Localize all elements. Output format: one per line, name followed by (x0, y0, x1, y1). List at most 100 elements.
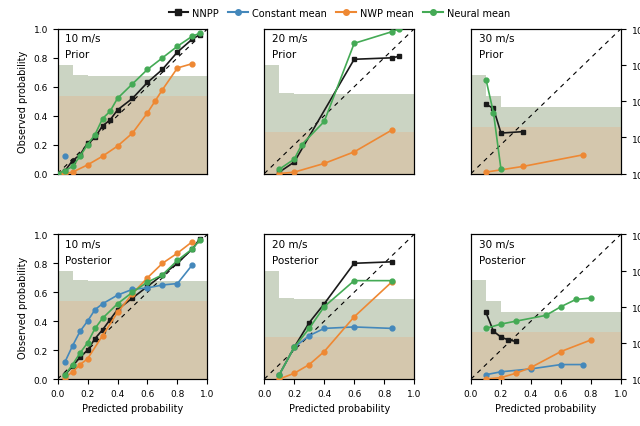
Bar (384, 338, 399, 426)
Bar (163, 97, 177, 426)
Text: Prior: Prior (479, 50, 503, 60)
Bar (58, 302, 72, 426)
Bar (516, 332, 531, 426)
Text: 10 m/s: 10 m/s (65, 34, 100, 44)
Bar (576, 107, 591, 426)
Bar (399, 300, 414, 426)
Bar (501, 107, 516, 426)
Bar (118, 302, 132, 426)
Bar (72, 280, 88, 426)
Text: 30 m/s: 30 m/s (479, 34, 514, 44)
Bar (132, 302, 147, 426)
Bar (576, 312, 591, 426)
Bar (177, 97, 193, 426)
Bar (591, 332, 606, 426)
Bar (561, 127, 576, 426)
Bar (486, 97, 501, 426)
Bar (58, 66, 72, 426)
Bar (531, 107, 546, 426)
Text: Posterior: Posterior (479, 255, 525, 265)
Bar (177, 282, 193, 426)
Bar (324, 338, 339, 426)
Bar (369, 95, 384, 426)
Bar (193, 302, 207, 426)
Bar (147, 282, 163, 426)
Bar (132, 282, 147, 426)
Bar (531, 332, 546, 426)
Bar (309, 132, 324, 426)
Bar (309, 95, 324, 426)
Bar (369, 132, 384, 426)
Bar (147, 97, 163, 426)
Bar (486, 302, 501, 426)
Bar (606, 312, 621, 426)
Bar (58, 97, 72, 426)
Bar (309, 300, 324, 426)
Bar (58, 271, 72, 426)
Bar (264, 338, 279, 426)
Bar (471, 280, 486, 426)
Bar (88, 97, 102, 426)
X-axis label: Predicted probability: Predicted probability (495, 403, 596, 413)
Bar (546, 127, 561, 426)
Bar (147, 77, 163, 426)
Bar (576, 332, 591, 426)
Y-axis label: Observed probability: Observed probability (18, 51, 28, 153)
Bar (279, 93, 294, 426)
Text: Posterior: Posterior (272, 255, 318, 265)
Bar (501, 312, 516, 426)
Bar (516, 312, 531, 426)
Bar (118, 97, 132, 426)
Bar (163, 302, 177, 426)
Bar (88, 282, 102, 426)
Bar (118, 77, 132, 426)
Bar (294, 95, 309, 426)
Bar (561, 312, 576, 426)
Text: Prior: Prior (272, 50, 296, 60)
Bar (384, 95, 399, 426)
Bar (88, 302, 102, 426)
Bar (177, 77, 193, 426)
X-axis label: Predicted probability: Predicted probability (289, 403, 390, 413)
Bar (606, 332, 621, 426)
Bar (486, 332, 501, 426)
Bar (606, 107, 621, 426)
Bar (384, 132, 399, 426)
Bar (279, 132, 294, 426)
Bar (354, 300, 369, 426)
Bar (546, 107, 561, 426)
Bar (471, 75, 486, 426)
Bar (193, 77, 207, 426)
Bar (102, 77, 118, 426)
Bar (324, 95, 339, 426)
Bar (399, 132, 414, 426)
Text: 10 m/s: 10 m/s (65, 239, 100, 249)
Bar (264, 271, 279, 426)
Bar (339, 95, 354, 426)
Bar (399, 95, 414, 426)
Bar (163, 77, 177, 426)
Bar (501, 127, 516, 426)
Bar (132, 77, 147, 426)
X-axis label: Predicted probability: Predicted probability (82, 403, 183, 413)
Bar (591, 107, 606, 426)
Bar (118, 282, 132, 426)
Bar (354, 95, 369, 426)
Bar (102, 282, 118, 426)
Bar (576, 127, 591, 426)
Bar (147, 302, 163, 426)
Bar (193, 282, 207, 426)
Bar (471, 127, 486, 426)
Bar (279, 298, 294, 426)
Bar (339, 300, 354, 426)
Bar (561, 107, 576, 426)
Text: 30 m/s: 30 m/s (479, 239, 514, 249)
Bar (193, 97, 207, 426)
Bar (546, 332, 561, 426)
Bar (501, 332, 516, 426)
Bar (294, 338, 309, 426)
Bar (324, 132, 339, 426)
Bar (264, 66, 279, 426)
Bar (72, 75, 88, 426)
Bar (591, 127, 606, 426)
